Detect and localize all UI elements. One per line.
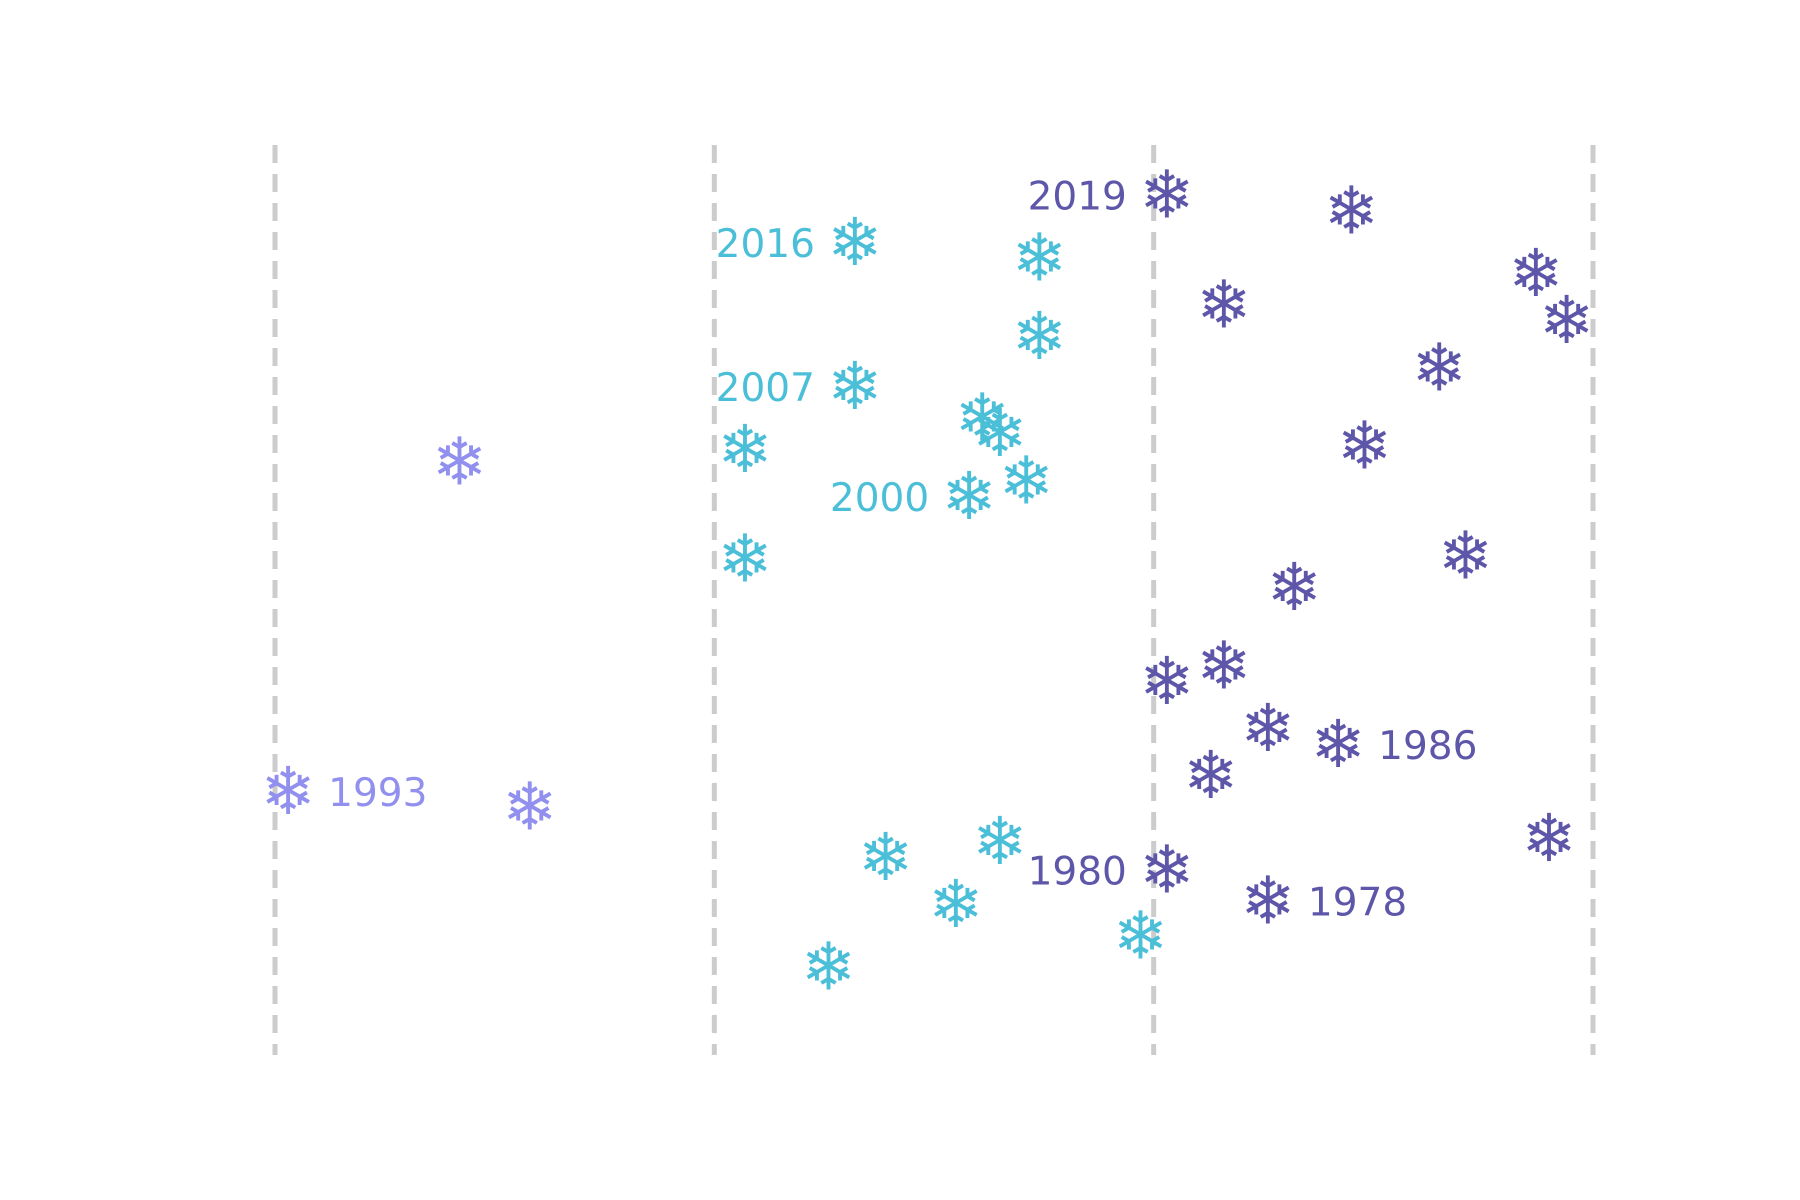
snowflake-icon: ❄ — [1012, 298, 1067, 375]
snowflake-icon: ❄ — [502, 769, 557, 846]
chart-marks: ❄❄❄❄❄❄❄❄❄❄❄ ❄❄❄❄❄ ❄❄❄ ❄❄❄ ❄❄❄❄❄❄❄❄ ❄❄❄❄ ❄ — [261, 157, 1595, 1006]
year-labels: 1993 2016 2007 2000 2019 1986 1980 1978 — [328, 175, 1477, 926]
point-year-label: 2019 — [1028, 175, 1127, 220]
snowflake-icon: ❄ — [1012, 219, 1067, 296]
snowflake-icon: ❄ — [717, 411, 772, 488]
snowflake-icon: ❄ — [1508, 235, 1563, 312]
snowflake-icon: ❄ — [1113, 897, 1168, 974]
snowflake-icon: ❄ — [1337, 408, 1392, 485]
point-year-label: 2016 — [716, 222, 815, 267]
snowflake-icon: ❄ — [1139, 831, 1194, 908]
snowflake-icon: ❄ — [858, 819, 913, 896]
snowflake-icon: ❄ — [1196, 627, 1251, 704]
snowflake-icon: ❄ — [1539, 282, 1594, 359]
snowflake-icon: ❄ — [827, 204, 882, 281]
snowflake-icon: ❄ — [999, 442, 1054, 519]
snowflake-icon: ❄ — [928, 866, 983, 943]
snowflake-icon: ❄ — [972, 395, 1027, 472]
snowflake-icon: ❄ — [1438, 518, 1493, 595]
point-year-label: 1986 — [1378, 724, 1477, 769]
snowflake-icon: ❄ — [1196, 267, 1251, 344]
snowflake-icon: ❄ — [1139, 157, 1194, 234]
snowflake-icon: ❄ — [1267, 549, 1322, 626]
snowflake-icon: ❄ — [717, 521, 772, 598]
snowflake-icon: ❄ — [432, 423, 487, 500]
snowflake-icon: ❄ — [261, 753, 316, 830]
snowflake-icon: ❄ — [1521, 800, 1576, 877]
point-year-label: 1980 — [1028, 849, 1127, 894]
point-year-label: 1978 — [1308, 881, 1407, 926]
snowflake-icon: ❄ — [1412, 329, 1467, 406]
snowflake-icon: ❄ — [801, 929, 856, 1006]
snowflake-icon: ❄ — [1311, 706, 1366, 783]
snowflake-icon: ❄ — [1183, 737, 1238, 814]
vertical-guide-lines — [272, 145, 1596, 1055]
snowflake-icon: ❄ — [1139, 643, 1194, 720]
snowflake-icon: ❄ — [972, 803, 1027, 880]
point-year-label: 2007 — [716, 366, 815, 411]
snowflake-icon: ❄ — [827, 348, 882, 425]
snowflake-icon: ❄ — [941, 458, 996, 535]
snowflake-icon: ❄ — [955, 380, 1010, 457]
point-year-label: 1993 — [328, 771, 427, 816]
snowflake-icon: ❄ — [1240, 690, 1295, 767]
snowflake-icon: ❄ — [1324, 172, 1379, 249]
point-year-label: 2000 — [830, 476, 929, 521]
snowflake-icon: ❄ — [1240, 863, 1295, 940]
